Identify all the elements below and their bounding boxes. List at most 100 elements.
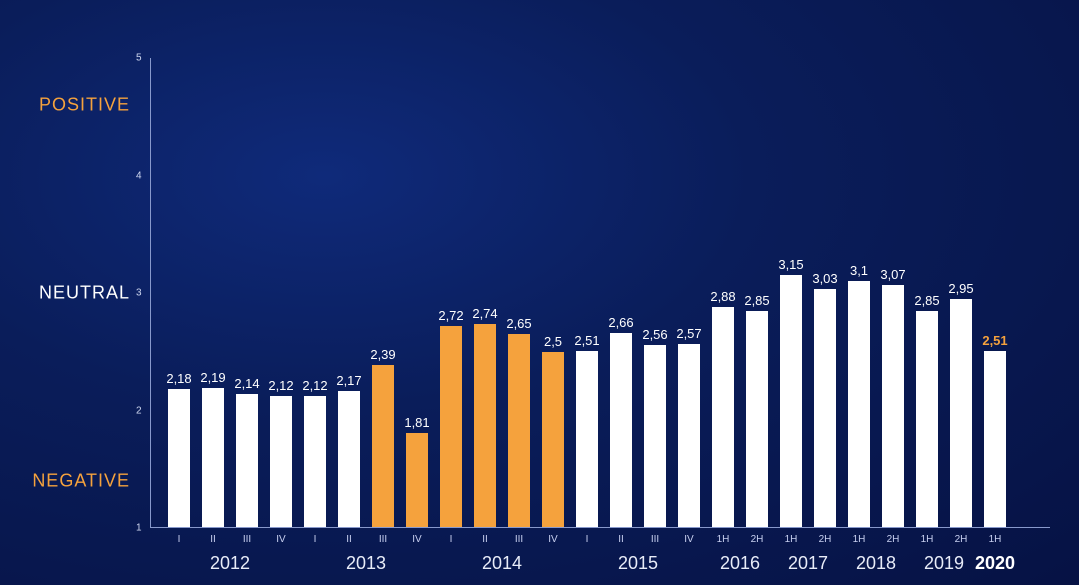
bar-sublabel: III	[651, 534, 659, 545]
bar-sublabel: 2H	[955, 534, 968, 545]
bar-sublabel: I	[586, 534, 589, 545]
bar-value-label: 2,57	[676, 326, 701, 341]
bar-value-label: 2,12	[268, 378, 293, 393]
bar-fill	[168, 389, 190, 527]
bar-fill	[270, 396, 292, 527]
bar-fill	[542, 352, 564, 527]
bar-value-label: 3,1	[850, 263, 868, 278]
bar-sublabel: I	[314, 534, 317, 545]
bar-sublabel: I	[450, 534, 453, 545]
bar: 2,57IV	[678, 344, 700, 527]
bar-sublabel: III	[515, 534, 523, 545]
bar-value-label: 2,51	[574, 333, 599, 348]
bar-sublabel: 1H	[785, 534, 798, 545]
bar-sublabel: IV	[548, 534, 557, 545]
bar-fill	[440, 326, 462, 527]
bar-fill	[814, 289, 836, 527]
bar: 2,12I	[304, 396, 326, 527]
bar-fill	[712, 307, 734, 527]
bar-value-label: 1,81	[404, 415, 429, 430]
bar-sublabel: 1H	[853, 534, 866, 545]
bar: 1,81IV	[406, 433, 428, 527]
bar: 2,14III	[236, 394, 258, 527]
bar: 2,952H	[950, 299, 972, 527]
year-label: 2018	[856, 553, 896, 574]
bar-fill	[984, 351, 1006, 527]
y-tick: 1	[136, 523, 142, 534]
bar-fill	[780, 275, 802, 527]
bar-value-label: 2,14	[234, 376, 259, 391]
bar-fill	[848, 281, 870, 527]
bar-chart: 2,18I2,19II2,14III2,12IV2,12I2,17II2,39I…	[0, 0, 1079, 585]
y-tick: 4	[136, 170, 142, 181]
bar: 2,74II	[474, 324, 496, 527]
bar-fill	[950, 299, 972, 527]
bar: 2,66II	[610, 333, 632, 527]
bar-value-label: 2,17	[336, 373, 361, 388]
bar: 2,511H	[984, 351, 1006, 527]
bar: 2,39III	[372, 365, 394, 527]
year-label: 2012	[210, 553, 250, 574]
bar-value-label: 2,18	[166, 371, 191, 386]
year-label: 2017	[788, 553, 828, 574]
bar: 2,852H	[746, 311, 768, 527]
bar-fill	[236, 394, 258, 527]
bar-value-label: 2,56	[642, 327, 667, 342]
bar-value-label: 2,51	[982, 333, 1007, 348]
bar-sublabel: III	[243, 534, 251, 545]
bar: 2,12IV	[270, 396, 292, 527]
bar-value-label: 3,15	[778, 257, 803, 272]
bar-sublabel: 1H	[921, 534, 934, 545]
year-label: 2020	[975, 553, 1015, 574]
bar: 3,11H	[848, 281, 870, 527]
bar-value-label: 2,12	[302, 378, 327, 393]
bar: 2,18I	[168, 389, 190, 527]
bar-sublabel: II	[482, 534, 488, 545]
bar: 2,19II	[202, 388, 224, 527]
bar: 2,17II	[338, 391, 360, 527]
bar-fill	[882, 285, 904, 527]
bar-fill	[576, 351, 598, 527]
bar-value-label: 2,19	[200, 370, 225, 385]
bar-sublabel: II	[210, 534, 216, 545]
bar-fill	[508, 334, 530, 527]
year-label: 2016	[720, 553, 760, 574]
bar: 2,56III	[644, 345, 666, 527]
bar: 3,072H	[882, 285, 904, 527]
y-annotation: NEUTRAL	[20, 283, 130, 304]
bar: 2,65III	[508, 334, 530, 527]
bar-fill	[406, 433, 428, 527]
y-tick: 2	[136, 405, 142, 416]
bar-value-label: 2,65	[506, 316, 531, 331]
bar-value-label: 2,66	[608, 315, 633, 330]
bar-fill	[746, 311, 768, 527]
bar-sublabel: 1H	[717, 534, 730, 545]
bar-value-label: 2,5	[544, 334, 562, 349]
bar-sublabel: 2H	[819, 534, 832, 545]
bar-sublabel: IV	[684, 534, 693, 545]
bars-layer: 2,18I 2,19II 2,14III 2,12IV 2,12I 2,17II 2,39I…	[150, 58, 1050, 528]
bar-value-label: 2,39	[370, 347, 395, 362]
bar-value-label: 2,74	[472, 306, 497, 321]
bar: 3,151H	[780, 275, 802, 527]
year-label: 2014	[482, 553, 522, 574]
bar-sublabel: II	[618, 534, 624, 545]
y-tick: 5	[136, 53, 142, 64]
year-label: 2013	[346, 553, 386, 574]
bar: 2,851H	[916, 311, 938, 527]
y-annotation: POSITIVE	[20, 95, 130, 116]
bar-value-label: 3,03	[812, 271, 837, 286]
bar: 2,881H	[712, 307, 734, 527]
bar-fill	[202, 388, 224, 527]
y-annotation: NEGATIVE	[20, 471, 130, 492]
bar-value-label: 2,88	[710, 289, 735, 304]
bar-fill	[610, 333, 632, 527]
bar-sublabel: II	[346, 534, 352, 545]
bar-value-label: 3,07	[880, 267, 905, 282]
bar-sublabel: 1H	[989, 534, 1002, 545]
year-label: 2019	[924, 553, 964, 574]
bar: 2,51I	[576, 351, 598, 527]
bar-fill	[644, 345, 666, 527]
bar: 3,032H	[814, 289, 836, 527]
bar-value-label: 2,85	[744, 293, 769, 308]
